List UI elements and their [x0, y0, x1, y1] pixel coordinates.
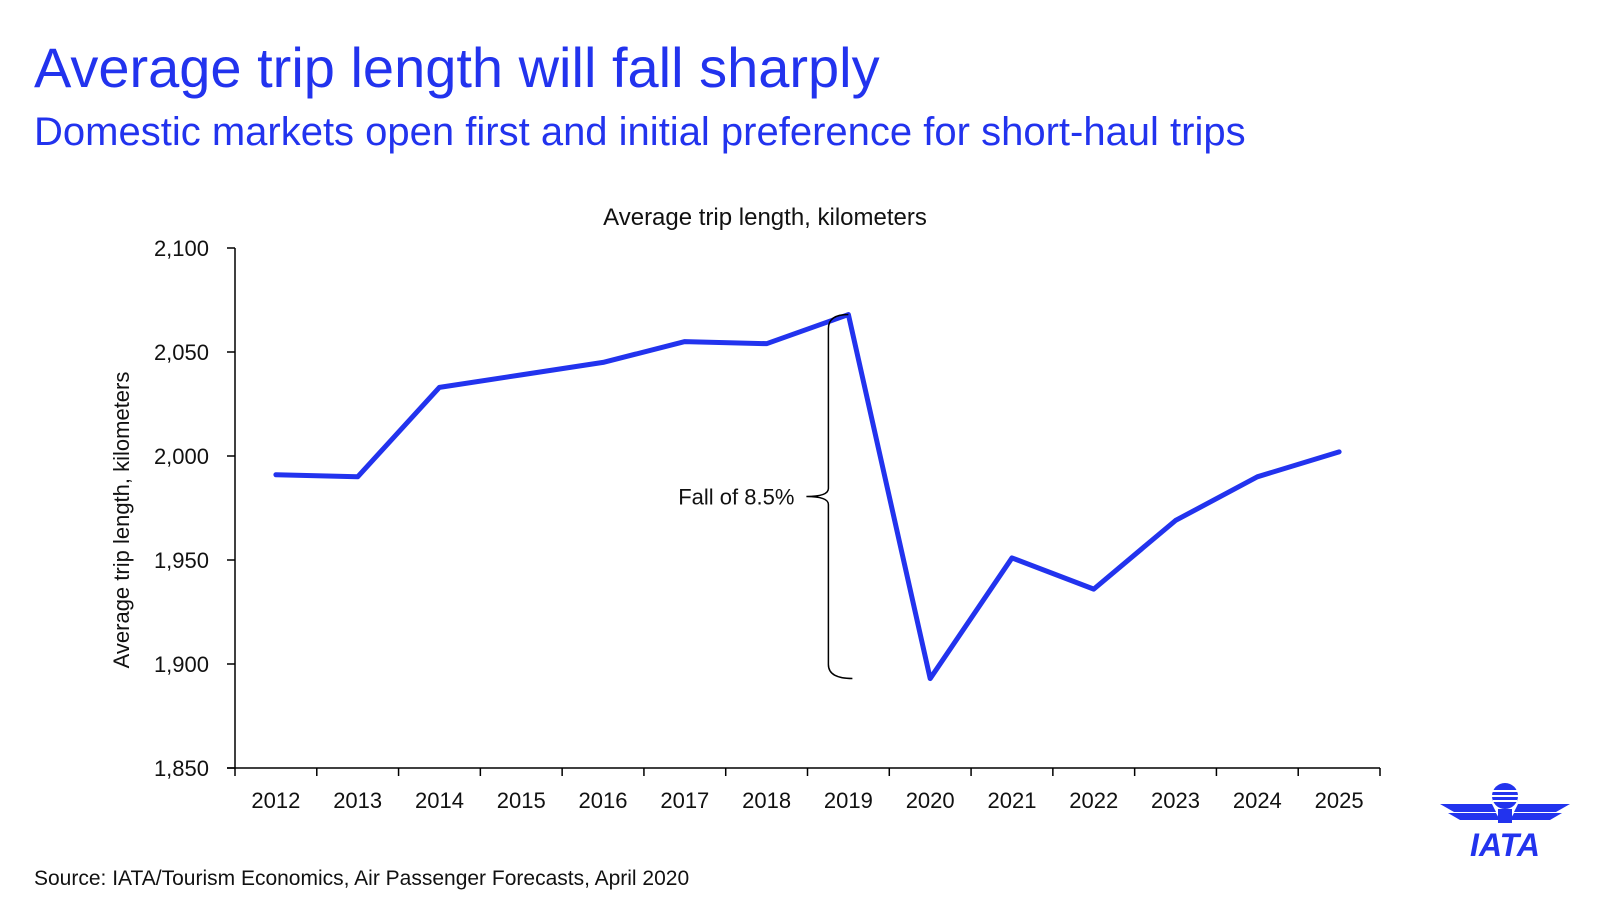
data-point — [764, 341, 769, 346]
y-tick-label: 2,100 — [154, 236, 209, 261]
annotation-bracket — [806, 313, 853, 680]
x-tick-label: 2024 — [1233, 788, 1282, 813]
page-subtitle: Domestic markets open first and initial … — [34, 110, 1246, 154]
y-tick-label: 1,950 — [154, 548, 209, 573]
x-tick-label: 2019 — [824, 788, 873, 813]
data-point — [1255, 474, 1260, 479]
page-title: Average trip length will fall sharply — [34, 36, 880, 99]
y-tick-label: 2,050 — [154, 340, 209, 365]
data-point — [355, 474, 360, 479]
x-tick-label: 2018 — [742, 788, 791, 813]
source-note: Source: IATA/Tourism Economics, Air Pass… — [34, 867, 690, 890]
x-tick-label: 2020 — [906, 788, 955, 813]
data-point — [1009, 555, 1014, 560]
logo-text: IATA — [1470, 827, 1540, 862]
x-tick-label: 2022 — [1069, 788, 1118, 813]
data-point — [601, 360, 606, 365]
x-tick-label: 2016 — [579, 788, 628, 813]
x-tick-label: 2015 — [497, 788, 546, 813]
x-tick-label: 2023 — [1151, 788, 1200, 813]
iata-logo: IATA — [1440, 783, 1570, 862]
data-point — [519, 372, 524, 377]
data-point — [1337, 449, 1342, 454]
y-tick-label: 2,000 — [154, 444, 209, 469]
y-tick-label: 1,850 — [154, 756, 209, 781]
data-point — [928, 676, 933, 681]
data-point — [1173, 518, 1178, 523]
data-point — [1091, 587, 1096, 592]
annotation-label: Fall of 8.5% — [678, 485, 794, 510]
series-line — [273, 312, 1342, 682]
x-tick-label: 2012 — [251, 788, 300, 813]
data-point — [273, 472, 278, 477]
x-tick-label: 2021 — [987, 788, 1036, 813]
chart-title: Average trip length, kilometers — [603, 204, 927, 231]
data-point — [437, 385, 442, 390]
x-tick-label: 2014 — [415, 788, 464, 813]
data-point — [682, 339, 687, 344]
iata-globe-wings-icon — [1440, 783, 1570, 823]
x-tick-label: 2017 — [660, 788, 709, 813]
x-tick-label: 2025 — [1315, 788, 1364, 813]
y-tick-label: 1,900 — [154, 652, 209, 677]
y-axis-label: Average trip length, kilometers — [109, 372, 134, 669]
x-tick-label: 2013 — [333, 788, 382, 813]
